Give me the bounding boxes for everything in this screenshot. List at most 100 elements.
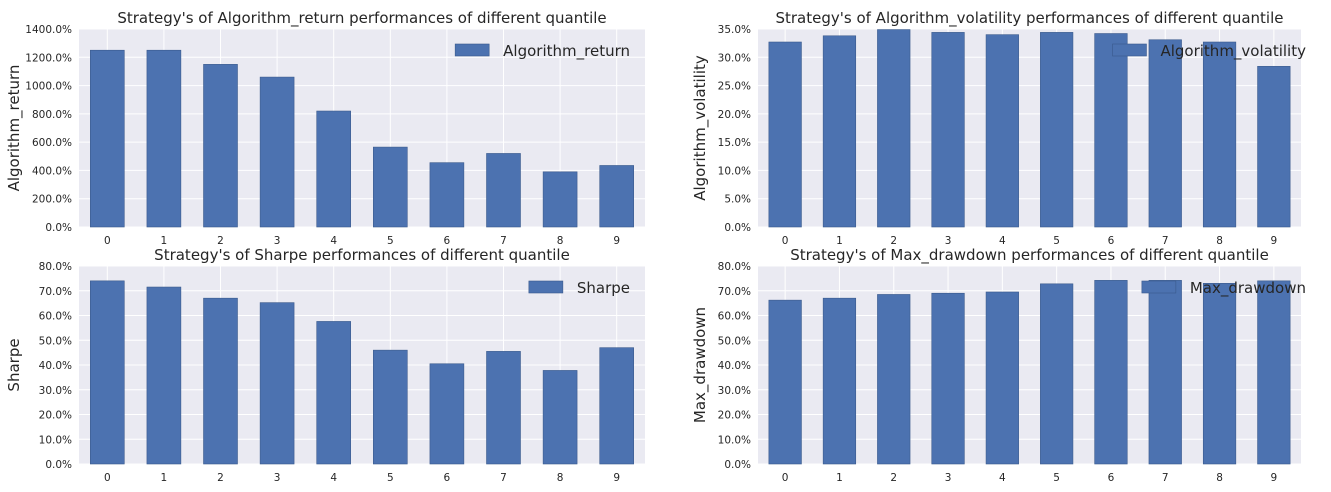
bar xyxy=(1257,66,1291,228)
y-tick-label: 50.0% xyxy=(718,335,751,347)
x-tick-label: 9 xyxy=(613,235,620,247)
chart-0: 0.0% 200.0% 400.0% 600.0% 800.0% 1000.0% 1200.… xyxy=(5,9,645,247)
y-tick-label: 10.0% xyxy=(718,165,751,177)
chart-2: 0.0% 10.0% 20.0% 30.0% 40.0% 50.0% 60.0% 70.0% 8… xyxy=(5,246,645,484)
x-tick-label: 8 xyxy=(1216,472,1223,484)
bar xyxy=(1148,39,1182,228)
y-tick-label: 70.0% xyxy=(39,286,72,298)
bar xyxy=(203,64,238,228)
bar xyxy=(877,29,911,228)
y-tick-label: 400.0% xyxy=(32,165,72,177)
x-tick-label: 5 xyxy=(1053,235,1060,247)
y-tick-label: 800.0% xyxy=(32,109,72,121)
y-tick-label: 70.0% xyxy=(718,286,751,298)
y-tick-label: 30.0% xyxy=(718,52,751,64)
y-tick-label: 1000.0% xyxy=(25,81,72,93)
x-tick-label: 6 xyxy=(444,235,451,247)
x-tick-label: 0 xyxy=(782,472,789,484)
y-axis-label: Max_drawdown xyxy=(691,307,710,423)
chart-title: Strategy's of Algorithm_return performan… xyxy=(117,9,606,28)
bar xyxy=(1202,283,1237,465)
legend: Max_drawdown xyxy=(1141,279,1306,298)
legend-swatch xyxy=(454,43,490,57)
x-tick-label: 1 xyxy=(161,235,168,247)
legend: Sharpe xyxy=(528,279,630,297)
x-tick-label: 7 xyxy=(1162,472,1169,484)
y-tick-label: 30.0% xyxy=(718,385,751,397)
y-tick-label: 30.0% xyxy=(39,385,72,397)
legend: Algorithm_volatility xyxy=(1112,42,1306,61)
bar xyxy=(146,49,182,228)
bar xyxy=(822,297,857,465)
bar xyxy=(1257,280,1291,465)
bar xyxy=(316,321,351,465)
x-tick-label: 4 xyxy=(999,235,1006,247)
x-tick-label: 0 xyxy=(104,472,111,484)
bar xyxy=(599,347,634,465)
y-tick-label: 0.0% xyxy=(45,459,72,471)
y-tick-label: 50.0% xyxy=(39,335,72,347)
x-tick-label: 6 xyxy=(1108,472,1115,484)
bar xyxy=(203,297,238,465)
x-tick-label: 3 xyxy=(274,235,281,247)
y-tick-label: 0.0% xyxy=(45,222,72,234)
legend-label: Algorithm_return xyxy=(503,42,630,61)
legend-swatch xyxy=(1112,43,1147,57)
bar xyxy=(768,299,802,465)
x-tick-label: 5 xyxy=(1053,472,1060,484)
bar xyxy=(877,294,911,465)
y-tick-label: 200.0% xyxy=(32,194,72,206)
x-tick-label: 6 xyxy=(1108,235,1115,247)
x-tick-label: 2 xyxy=(217,235,224,247)
legend-label: Max_drawdown xyxy=(1190,279,1306,298)
bar xyxy=(1040,283,1074,465)
bar xyxy=(1094,33,1128,228)
x-tick-label: 2 xyxy=(890,235,897,247)
y-tick-label: 10.0% xyxy=(718,434,751,446)
chart-title: Strategy's of Sharpe performances of dif… xyxy=(154,246,570,264)
x-tick-label: 8 xyxy=(1216,235,1223,247)
x-tick-label: 3 xyxy=(274,472,281,484)
y-tick-label: 40.0% xyxy=(718,360,751,372)
bar xyxy=(822,35,857,228)
bar xyxy=(931,292,965,465)
bar xyxy=(373,146,408,228)
bar xyxy=(542,171,578,228)
y-tick-label: 1200.0% xyxy=(25,52,72,64)
x-tick-label: 4 xyxy=(330,235,337,247)
legend-swatch xyxy=(1141,280,1177,294)
legend: Algorithm_return xyxy=(454,42,630,61)
bar xyxy=(90,280,125,465)
x-tick-label: 1 xyxy=(161,472,168,484)
y-tick-label: 25.0% xyxy=(718,81,751,93)
chart-1: 0.0% 5.0% 10.0% 15.0% 20.0% 25.0% 30.0% 35.0% 0 1… xyxy=(691,9,1306,247)
chart-title: Strategy's of Max_drawdown performances … xyxy=(790,246,1269,265)
bar xyxy=(599,165,634,228)
bar xyxy=(259,76,295,228)
bar xyxy=(1040,32,1074,228)
y-tick-label: 1400.0% xyxy=(25,24,72,36)
x-tick-label: 7 xyxy=(500,472,507,484)
x-tick-label: 9 xyxy=(1271,472,1278,484)
bar xyxy=(316,110,351,228)
x-tick-label: 4 xyxy=(999,472,1006,484)
x-tick-label: 8 xyxy=(557,235,564,247)
y-tick-label: 35.0% xyxy=(718,24,751,36)
x-tick-label: 0 xyxy=(104,235,111,247)
legend-swatch xyxy=(528,280,564,294)
x-tick-label: 4 xyxy=(330,472,337,484)
bar xyxy=(259,302,295,465)
x-tick-label: 3 xyxy=(945,235,952,247)
x-tick-label: 1 xyxy=(836,472,843,484)
bar xyxy=(1094,280,1128,465)
bar xyxy=(429,162,465,228)
y-tick-label: 20.0% xyxy=(39,410,72,422)
chart-title: Strategy's of Algorithm_volatility perfo… xyxy=(775,9,1283,28)
y-axis-label: Sharpe xyxy=(5,338,23,391)
bar xyxy=(90,49,125,228)
bar xyxy=(1202,41,1237,228)
y-axis-label: Algorithm_return xyxy=(5,65,24,192)
bar xyxy=(146,286,182,465)
bar xyxy=(985,34,1019,228)
x-tick-label: 2 xyxy=(217,472,224,484)
